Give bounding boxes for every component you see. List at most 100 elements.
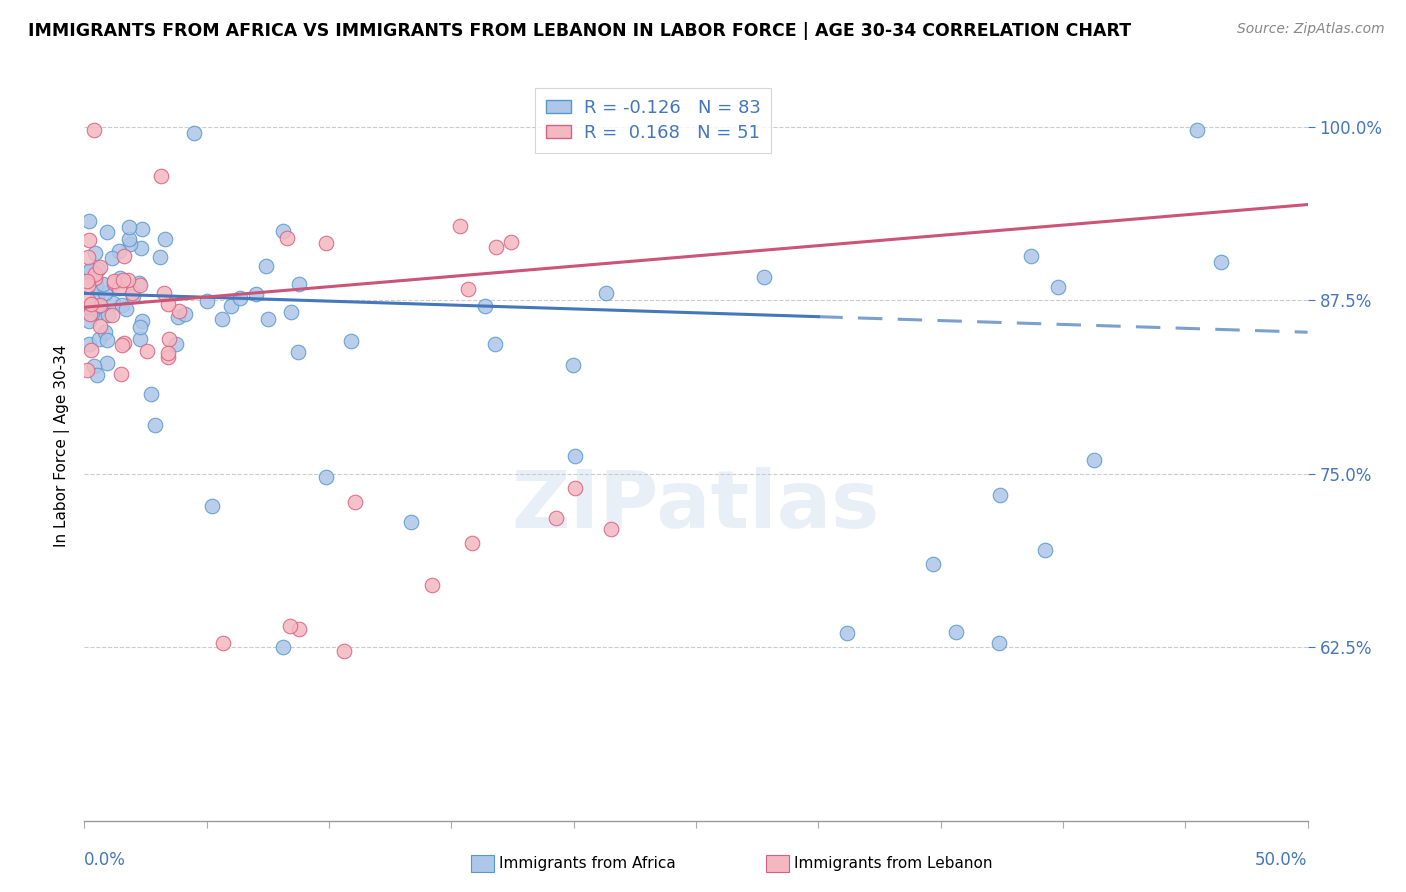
Point [77,214,100,228]
Point [112,336,135,351]
Point [422,578,444,592]
Point [219,299,242,313]
Point [77,233,100,247]
Point [988,487,1011,501]
Point [79,301,101,315]
Point [103,276,125,290]
Point [1083,453,1105,467]
Point [129,320,152,334]
Point [485,239,508,253]
Point [80,297,103,311]
Point [988,636,1011,650]
Point [945,624,967,639]
Point [288,622,311,636]
Point [84,278,107,293]
Point [77,301,100,316]
Point [131,221,153,235]
Point [112,273,135,287]
Point [484,337,506,351]
Point [121,289,143,303]
Point [77,337,100,351]
Text: Immigrants from Lebanon: Immigrants from Lebanon [794,856,993,871]
Point [76,363,98,377]
Point [87,332,110,346]
Text: 0.0%: 0.0% [84,851,127,869]
Point [344,494,367,508]
Point [457,282,479,296]
Y-axis label: In Labor Force | Age 30-34: In Labor Force | Age 30-34 [55,344,70,548]
Point [117,231,139,245]
Point [84,270,107,285]
Legend: R = -0.126   N = 83, R =  0.168   N = 51: R = -0.126 N = 83, R = 0.168 N = 51 [534,88,772,153]
Point [129,277,152,292]
Point [77,264,100,278]
Point [562,358,585,372]
Point [129,241,152,255]
Point [83,123,105,137]
Point [101,251,124,265]
Point [94,286,117,301]
Point [108,270,131,285]
Point [167,310,190,324]
Point [89,260,111,274]
Point [131,314,153,328]
Point [195,293,218,308]
Point [110,367,132,381]
Point [595,286,617,301]
Point [108,244,131,258]
Point [101,308,124,322]
Point [315,236,337,251]
Point [474,300,496,314]
Point [183,126,205,140]
Point [150,169,173,184]
Point [117,273,139,287]
Point [157,332,180,346]
Point [754,270,776,285]
Point [1033,543,1056,558]
Point [115,301,138,316]
Point [461,536,484,550]
Point [121,286,143,301]
Point [546,511,568,525]
Point [112,249,135,263]
Point [83,246,105,260]
Point [153,285,176,300]
Point [118,219,141,234]
Point [79,263,101,277]
Point [77,314,100,328]
Point [87,262,110,277]
Point [1047,280,1070,294]
Point [156,351,179,365]
Point [143,417,166,432]
Point [110,298,132,312]
Point [599,522,621,536]
Point [278,619,301,633]
Point [96,333,118,347]
Point [287,277,309,291]
Point [86,306,108,320]
Point [1019,249,1042,263]
Point [245,286,267,301]
Point [340,334,363,348]
Text: 50.0%: 50.0% [1256,851,1308,869]
Point [287,345,309,359]
Point [212,636,235,650]
Point [77,271,100,285]
Point [96,356,118,370]
Point [89,298,111,312]
Point [86,368,108,382]
Point [80,343,103,357]
Point [922,557,945,571]
Point [77,278,100,293]
Point [77,250,100,264]
Point [174,308,197,322]
Point [86,299,108,313]
Point [86,290,108,304]
Point [315,469,337,483]
Point [79,307,101,321]
Point [564,481,586,495]
Point [107,281,129,295]
Point [153,232,176,246]
Point [129,332,152,346]
Point [139,386,162,401]
